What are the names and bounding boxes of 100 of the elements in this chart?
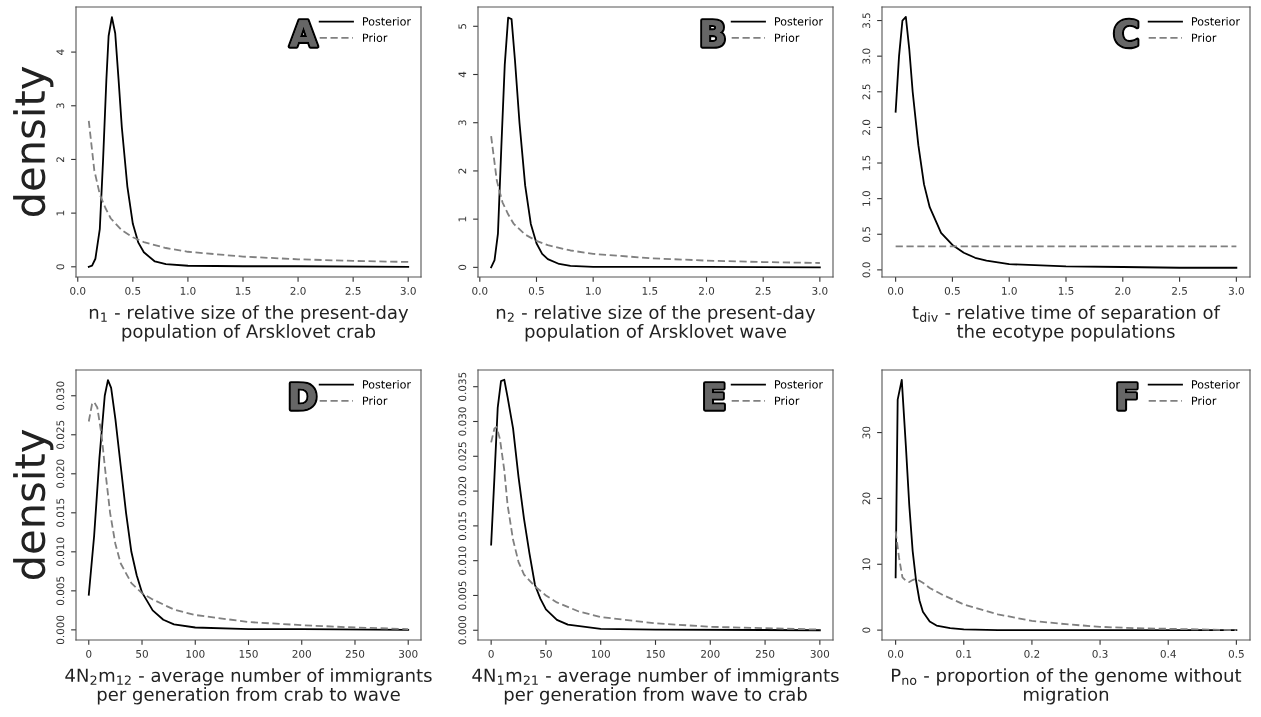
y-tick-label: 1.5 (862, 155, 871, 171)
y-tick-label: 0.010 (56, 537, 65, 567)
y-tick-label: 0.015 (458, 511, 467, 541)
y-tick-label: 5 (458, 23, 467, 29)
x-tick-label: 0.0 (70, 286, 86, 295)
x-tick-label: 0.0 (888, 649, 904, 658)
y-tick-label: 0.010 (458, 546, 467, 575)
line-series (894, 378, 1238, 632)
x-tick-label: 150 (646, 649, 665, 658)
x-tick-label: 200 (292, 649, 311, 658)
legend-label: Prior (1191, 396, 1217, 405)
y-tick-label: 3 (56, 103, 65, 109)
y-tick-label: 3 (458, 120, 467, 126)
y-tick-label: 0.5 (862, 226, 871, 242)
x-tick-label: 0.4 (1160, 649, 1176, 658)
x-tick-label: 1.5 (642, 287, 658, 295)
x-tick-label: 50 (136, 649, 148, 658)
legend-label: Prior (1191, 33, 1217, 42)
y-tick-label: 2.0 (862, 119, 871, 135)
y-tick-label: 0 (56, 264, 65, 270)
annotation: D (290, 383, 316, 410)
y-tick-label: 0.015 (56, 498, 65, 528)
y-tick-label: 2 (458, 168, 467, 174)
x-tick-label: 0 (86, 649, 92, 658)
y-tick-label: 2 (56, 157, 65, 162)
y-tick-label: 0.030 (56, 381, 65, 410)
y-tick-label: 3.0 (862, 48, 871, 64)
x-tick-label: 0 (488, 649, 494, 658)
y-tick-label: 0 (862, 627, 871, 633)
x-tick-label: 2.5 (345, 286, 361, 295)
x-axis-title: 4N$_{1}$m$_{21}$ - average number of immigrants per generation from wave to crab (472, 668, 839, 705)
x-tick-label: 1.5 (235, 287, 251, 295)
legend-label: Prior (362, 33, 388, 42)
y-tick-label: 0.035 (458, 372, 467, 401)
x-tick-label: 250 (755, 649, 775, 658)
x-axis-title: t$_{div}$ - relative time of separation of the ecotype populations (912, 305, 1221, 342)
y-tick-label: 0.005 (458, 581, 467, 610)
x-tick-label: 200 (701, 649, 720, 658)
x-tick-label: 300 (810, 649, 830, 658)
x-tick-label: 0.1 (956, 649, 972, 658)
y-tick-label: 0.0 (862, 262, 871, 278)
x-tick-label: 150 (239, 649, 258, 658)
x-tick-label: 300 (399, 649, 418, 658)
x-axis-title: n$_{2}$ - relative size of the present-day population of Arsklovet wave (496, 305, 816, 342)
y-tick-label: 4 (458, 71, 467, 78)
x-tick-label: 0.0 (472, 286, 488, 295)
x-tick-label: 0.2 (1024, 649, 1040, 658)
legend-label: Posterior (774, 380, 823, 389)
line-series (894, 530, 1238, 632)
legend-label: Posterior (362, 380, 411, 389)
x-tick-label: 0.5 (944, 286, 960, 295)
x-tick-label: 3.0 (400, 286, 416, 295)
y-tick-label: 0 (458, 264, 467, 270)
y-tick-label: 3.5 (862, 13, 871, 29)
x-tick-label: 100 (591, 649, 610, 658)
y-tick-label: 0.000 (458, 616, 467, 645)
x-tick-label: 2.5 (1172, 286, 1187, 295)
x-axis-title: n$_{1}$ - relative size of the present-day population of Arsklovet crab (89, 305, 409, 342)
x-tick-label: 3.0 (812, 286, 828, 295)
y-tick-label: 1 (458, 216, 467, 222)
y-tick-label: 4 (56, 49, 65, 55)
y-tick-label: 1 (56, 210, 65, 216)
annotation: C (1114, 19, 1138, 48)
y-tick-label: 0.020 (458, 476, 467, 506)
x-tick-label: 3.0 (1228, 286, 1244, 295)
y-tick-label: 10 (862, 558, 871, 570)
line-series (490, 16, 821, 269)
x-tick-label: 2.0 (1115, 286, 1131, 295)
y-axis-title: density (13, 429, 54, 580)
x-tick-label: 50 (540, 649, 552, 658)
y-tick-label: 0.005 (56, 576, 65, 606)
y-tick-label: 0.020 (56, 459, 65, 489)
y-axis-title: density (13, 66, 54, 217)
annotation: A (289, 20, 318, 47)
x-axis-title: P$_{no}$ - proportion of the genome without migration (892, 668, 1242, 705)
x-tick-label: 0.5 (1228, 649, 1244, 658)
line-series (87, 119, 410, 263)
y-tick-label: 0.000 (56, 615, 65, 645)
legend-label: Prior (774, 33, 800, 42)
x-axis-title: 4N$_{2}$m$_{12}$ - average number of immigrants per generation from crab to wave (65, 668, 432, 705)
x-tick-label: 0.5 (125, 286, 141, 295)
annotation: F (1118, 383, 1137, 410)
x-tick-label: 250 (345, 649, 365, 658)
x-tick-label: 100 (186, 649, 205, 658)
y-tick-label: 0.025 (458, 442, 467, 471)
x-tick-label: 2.0 (698, 286, 715, 295)
y-tick-label: 0.030 (458, 407, 467, 436)
y-tick-label: 20 (862, 492, 871, 505)
x-tick-label: 0.3 (1092, 649, 1108, 658)
legend-label: Posterior (1191, 17, 1240, 26)
annotation: B (702, 20, 724, 47)
y-tick-label: 2.5 (862, 84, 871, 100)
x-tick-label: 0.0 (888, 286, 904, 295)
x-tick-label: 2.5 (755, 286, 771, 295)
annotation: E (705, 383, 724, 410)
legend-label: Posterior (1191, 380, 1240, 389)
x-tick-label: 1.5 (1058, 287, 1074, 295)
legend-label: Prior (774, 396, 800, 405)
x-tick-label: 0.5 (528, 286, 544, 295)
x-tick-label: 1.0 (1002, 286, 1017, 295)
